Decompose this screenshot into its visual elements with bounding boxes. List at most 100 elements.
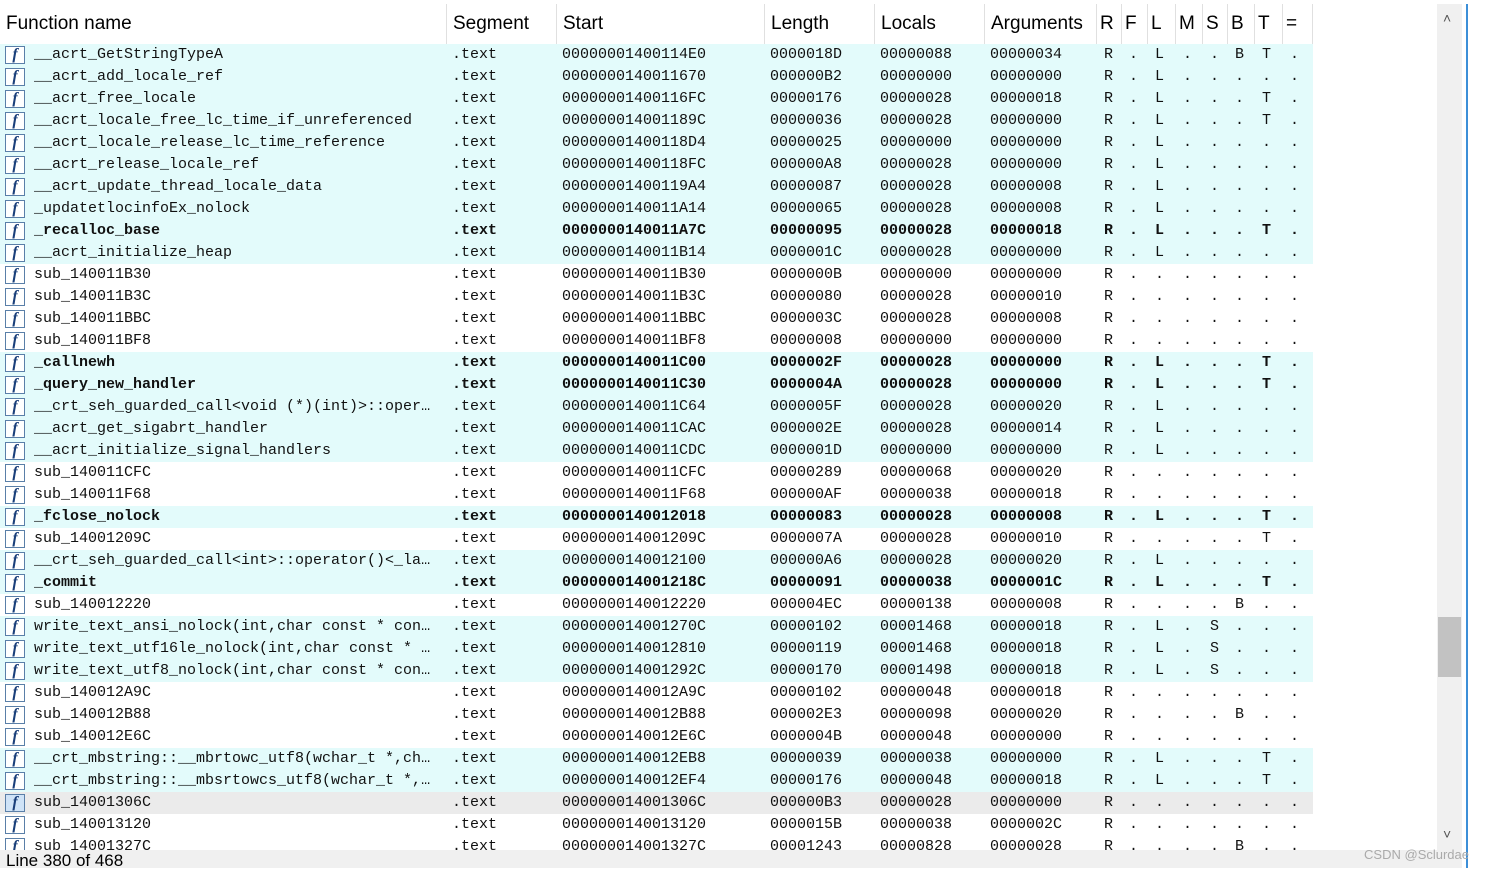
cell: 00000176 bbox=[770, 90, 843, 107]
cell: . bbox=[1183, 222, 1193, 239]
column-header[interactable]: Locals bbox=[875, 4, 985, 44]
function-row[interactable]: f sub_140011F68 .text 0000000140011F68 00000… bbox=[0, 484, 1313, 506]
function-row[interactable]: f sub_140011B3C .text 0000000140011B3C 00000… bbox=[0, 286, 1313, 308]
cell: R bbox=[1104, 552, 1114, 569]
function-row[interactable]: f __crt_mbstring::__mbsrtowcs_utf8(wchar_… bbox=[0, 770, 1313, 792]
cell: write_text_utf8_nolock(int,char const * … bbox=[34, 662, 431, 679]
cell: . bbox=[1290, 662, 1300, 679]
function-row[interactable]: f sub_140013120 .text 0000000140013120 00000… bbox=[0, 814, 1313, 836]
function-row[interactable]: f __acrt_locale_release_lc_time_reference… bbox=[0, 132, 1313, 154]
function-row[interactable]: f _recalloc_base .text 0000000140011A7C 0000… bbox=[0, 220, 1313, 242]
cell: . bbox=[1210, 332, 1220, 349]
cell: . bbox=[1235, 112, 1245, 129]
cell: B bbox=[1235, 596, 1245, 613]
cell: .text bbox=[452, 134, 498, 151]
column-header[interactable]: S bbox=[1203, 4, 1228, 44]
cell: 000000B2 bbox=[770, 68, 843, 85]
function-row[interactable]: f sub_140011CFC .text 0000000140011CFC 00000… bbox=[0, 462, 1313, 484]
function-row[interactable]: f sub_14001306C .text 000000014001306C 00000… bbox=[0, 792, 1313, 814]
column-header[interactable]: Function name bbox=[0, 4, 447, 44]
column-header[interactable]: B bbox=[1228, 4, 1255, 44]
cell: R bbox=[1104, 442, 1114, 459]
scroll-down[interactable]: ˅ bbox=[1443, 826, 1452, 842]
function-row[interactable]: f sub_140012E6C .text 0000000140012E6C 00000… bbox=[0, 726, 1313, 748]
column-header[interactable]: F bbox=[1122, 4, 1148, 44]
cell: __acrt_free_locale bbox=[34, 90, 197, 107]
cell: 00001468 bbox=[880, 640, 953, 657]
cell: . bbox=[1155, 728, 1165, 745]
function-row[interactable]: f __crt_mbstring::__mbrtowc_utf8(wchar_t … bbox=[0, 748, 1313, 770]
cell: . bbox=[1290, 772, 1300, 789]
function-icon: f bbox=[5, 200, 25, 218]
function-row[interactable]: f __crt_seh_guarded_call<void (*)(int)>::… bbox=[0, 396, 1313, 418]
cell: .text bbox=[452, 486, 498, 503]
cell: L bbox=[1155, 68, 1165, 85]
column-header[interactable]: Segment bbox=[447, 4, 557, 44]
function-row[interactable]: f __acrt_initialize_signal_handlers .text 0… bbox=[0, 440, 1313, 462]
cell: . bbox=[1129, 794, 1139, 811]
watermark: CSDN @Sclurdae bbox=[1364, 847, 1469, 862]
cell: .text bbox=[452, 310, 498, 327]
cell: . bbox=[1235, 662, 1245, 679]
cell: . bbox=[1290, 706, 1300, 723]
function-row[interactable]: f sub_14001209C .text 000000014001209C 00000… bbox=[0, 528, 1313, 550]
column-header[interactable]: M bbox=[1176, 4, 1203, 44]
function-row[interactable]: f __acrt_GetStringTypeA .text 0000000140011… bbox=[0, 44, 1313, 66]
cell: . bbox=[1262, 728, 1272, 745]
function-row[interactable]: f _commit .text 000000014001218C 00000091 000… bbox=[0, 572, 1313, 594]
scrollbar[interactable]: ˄ ˅ bbox=[1437, 4, 1462, 850]
column-header[interactable]: Arguments bbox=[985, 4, 1097, 44]
cell: 0000000140011C64 bbox=[562, 398, 707, 415]
function-row[interactable]: f __acrt_get_sigabrt_handler .text 00000001… bbox=[0, 418, 1313, 440]
cell: T bbox=[1262, 508, 1272, 525]
cell: . bbox=[1183, 574, 1193, 591]
column-header[interactable]: R bbox=[1097, 4, 1122, 44]
function-row[interactable]: f __acrt_initialize_heap .text 000000014001… bbox=[0, 242, 1313, 264]
scroll-thumb[interactable] bbox=[1438, 617, 1461, 677]
cell: 00000008 bbox=[990, 508, 1063, 525]
function-row[interactable]: f sub_14001327C .text 000000014001327C 00001… bbox=[0, 836, 1313, 850]
function-row[interactable]: f write_text_ansi_nolock(int,char const *… bbox=[0, 616, 1313, 638]
cell: .text bbox=[452, 552, 498, 569]
function-row[interactable]: f sub_140012220 .text 0000000140012220 00000… bbox=[0, 594, 1313, 616]
column-header[interactable]: L bbox=[1148, 4, 1176, 44]
cell: R bbox=[1104, 706, 1114, 723]
cell: sub_140011CFC bbox=[34, 464, 152, 481]
column-header[interactable]: = bbox=[1283, 4, 1313, 44]
function-row[interactable]: f __acrt_update_thread_locale_data .text 00… bbox=[0, 176, 1313, 198]
function-row[interactable]: f sub_140012A9C .text 0000000140012A9C 00000… bbox=[0, 682, 1313, 704]
function-row[interactable]: f write_text_utf8_nolock(int,char const *… bbox=[0, 660, 1313, 682]
function-row[interactable]: f write_text_utf16le_nolock(int,char cons… bbox=[0, 638, 1313, 660]
function-row[interactable]: f _fclose_nolock .text 0000000140012018 0000… bbox=[0, 506, 1313, 528]
function-row[interactable]: f _updatetlocinfoEx_nolock .text 0000000140… bbox=[0, 198, 1313, 220]
cell: . bbox=[1210, 772, 1220, 789]
cell: . bbox=[1129, 486, 1139, 503]
function-row[interactable]: f __acrt_free_locale .text 00000001400116FC… bbox=[0, 88, 1313, 110]
column-header[interactable]: Length bbox=[765, 4, 875, 44]
cell: B bbox=[1235, 706, 1245, 723]
cell: L bbox=[1155, 772, 1165, 789]
function-row[interactable]: f __acrt_locale_free_lc_time_if_unreferen… bbox=[0, 110, 1313, 132]
function-row[interactable]: f _query_new_handler .text 0000000140011C30… bbox=[0, 374, 1313, 396]
function-row[interactable]: f sub_140011BBC .text 0000000140011BBC 00000… bbox=[0, 308, 1313, 330]
function-row[interactable]: f sub_140012B88 .text 0000000140012B88 00000… bbox=[0, 704, 1313, 726]
cell: . bbox=[1290, 310, 1300, 327]
cell: . bbox=[1129, 46, 1139, 63]
cell: . bbox=[1290, 112, 1300, 129]
cell: _recalloc_base bbox=[34, 222, 161, 239]
function-row[interactable]: f __acrt_release_locale_ref .text 000000014… bbox=[0, 154, 1313, 176]
function-row[interactable]: f _callnewh .text 0000000140011C00 0000002F 0… bbox=[0, 352, 1313, 374]
function-row[interactable]: f __acrt_add_locale_ref .text 0000000140011… bbox=[0, 66, 1313, 88]
cell: 00000001400118FC bbox=[562, 156, 707, 173]
column-header[interactable]: T bbox=[1255, 4, 1283, 44]
function-row[interactable]: f sub_140011BF8 .text 0000000140011BF8 00000… bbox=[0, 330, 1313, 352]
cell: 0000000140011CAC bbox=[562, 420, 707, 437]
cell: . bbox=[1183, 838, 1193, 850]
cell: . bbox=[1262, 442, 1272, 459]
column-header[interactable]: Start bbox=[557, 4, 765, 44]
cell: 00000102 bbox=[770, 618, 843, 635]
scroll-up[interactable]: ˄ bbox=[1443, 10, 1452, 26]
function-row[interactable]: f __crt_seh_guarded_call<int>::operator()… bbox=[0, 550, 1313, 572]
cell: .text bbox=[452, 772, 498, 789]
function-row[interactable]: f sub_140011B30 .text 0000000140011B30 00000… bbox=[0, 264, 1313, 286]
